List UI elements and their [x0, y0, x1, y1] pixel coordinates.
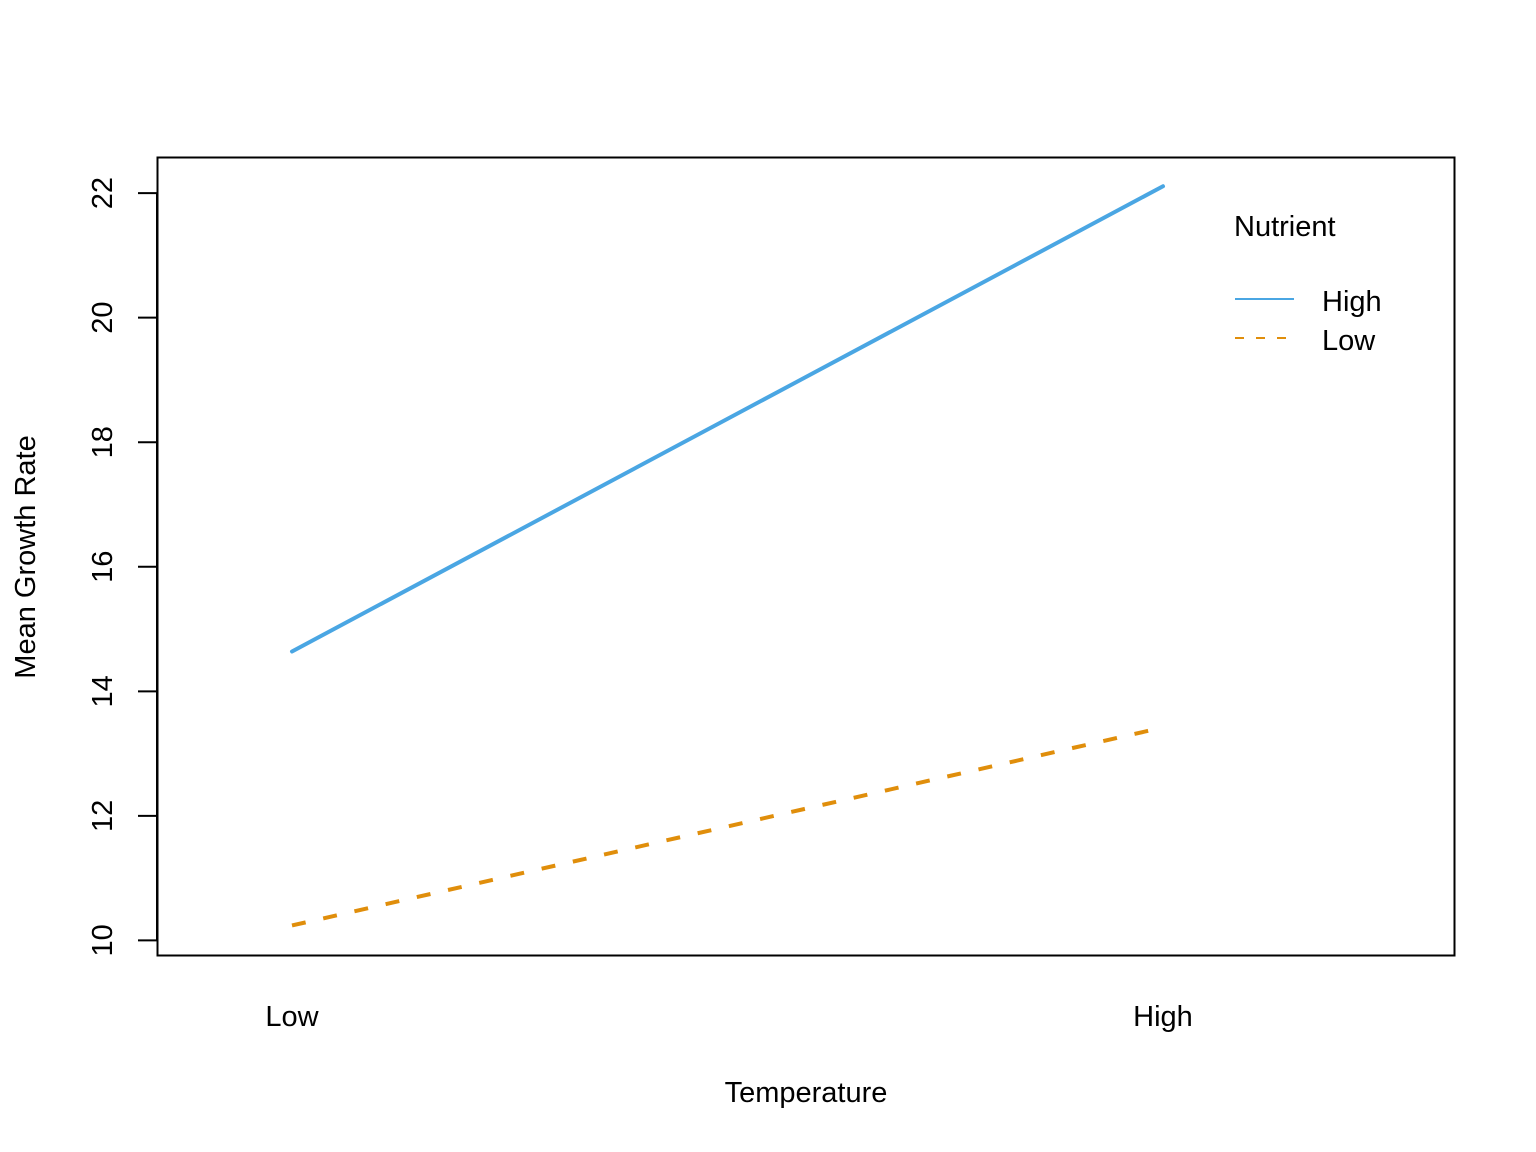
y-axis-label: Mean Growth Rate [10, 435, 42, 678]
series-line-high [290, 184, 1165, 654]
x-tick-labels: Low High [265, 1001, 1192, 1033]
y-tick-label: 12 [87, 800, 119, 832]
series-lines [290, 184, 1165, 928]
y-tick-label: 10 [87, 924, 119, 956]
y-tick-label: 20 [87, 302, 119, 334]
legend: Nutrient High Low [1234, 211, 1382, 357]
legend-title: Nutrient [1234, 211, 1336, 243]
legend-label-low: Low [1322, 325, 1376, 357]
x-axis-label: Temperature [725, 1077, 888, 1109]
plot-frame [156, 156, 1456, 957]
y-tick-label: 22 [87, 177, 119, 209]
series-line-low [291, 725, 1164, 928]
legend-label-high: High [1322, 286, 1382, 318]
x-tick-label: High [1133, 1001, 1193, 1033]
y-tick-label: 16 [87, 551, 119, 583]
y-axis: 10 12 14 16 18 20 22 [87, 177, 158, 957]
y-tick-label: 14 [87, 675, 119, 707]
y-tick-label: 18 [87, 426, 119, 458]
x-tick-label: Low [265, 1001, 319, 1033]
